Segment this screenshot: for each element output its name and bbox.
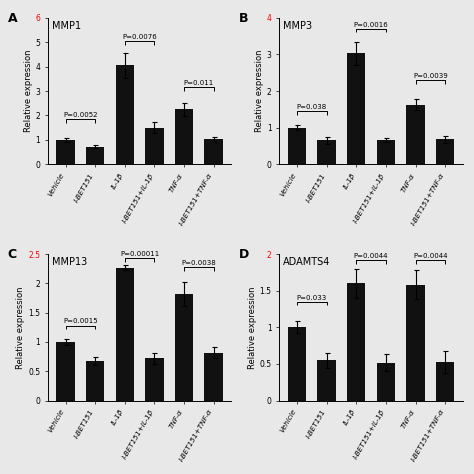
Text: D: D: [239, 248, 249, 261]
Bar: [204, 353, 223, 401]
Text: MMP1: MMP1: [52, 21, 81, 31]
Text: P=0.0044: P=0.0044: [413, 253, 447, 259]
Bar: [288, 328, 306, 401]
Bar: [406, 105, 425, 164]
Text: P=0.033: P=0.033: [297, 294, 327, 301]
Text: MMP13: MMP13: [52, 257, 87, 267]
Text: P=0.0076: P=0.0076: [122, 34, 157, 40]
Bar: [86, 361, 104, 401]
Text: P=0.038: P=0.038: [297, 104, 327, 110]
Text: P=0.0015: P=0.0015: [63, 319, 98, 324]
Bar: [436, 362, 454, 401]
Bar: [56, 342, 75, 401]
Bar: [145, 358, 164, 401]
Text: P=0.00011: P=0.00011: [120, 251, 159, 257]
Text: C: C: [8, 248, 17, 261]
Bar: [116, 65, 134, 164]
Bar: [288, 128, 306, 164]
Bar: [145, 128, 164, 164]
Bar: [318, 360, 336, 401]
Bar: [175, 109, 193, 164]
Y-axis label: Relative expression: Relative expression: [255, 50, 264, 132]
Bar: [204, 139, 223, 164]
Text: ADAMTS4: ADAMTS4: [283, 257, 330, 267]
Text: A: A: [8, 12, 17, 25]
Text: P=0.0052: P=0.0052: [63, 112, 98, 118]
Text: P=0.0044: P=0.0044: [354, 253, 388, 259]
Text: P=0.0039: P=0.0039: [413, 73, 447, 79]
Text: B: B: [239, 12, 248, 25]
Bar: [56, 140, 75, 164]
Bar: [347, 283, 365, 401]
Bar: [86, 147, 104, 164]
Bar: [436, 139, 454, 164]
Y-axis label: Relative expression: Relative expression: [16, 286, 25, 369]
Text: P=0.011: P=0.011: [184, 80, 214, 86]
Y-axis label: Relative expression: Relative expression: [24, 50, 33, 132]
Bar: [347, 53, 365, 164]
Text: P=0.0038: P=0.0038: [182, 260, 216, 266]
Text: P=0.0016: P=0.0016: [354, 21, 389, 27]
Bar: [406, 285, 425, 401]
Y-axis label: Relative expression: Relative expression: [248, 286, 257, 369]
Bar: [175, 294, 193, 401]
Bar: [377, 363, 395, 401]
Text: MMP3: MMP3: [283, 21, 312, 31]
Bar: [318, 140, 336, 164]
Bar: [116, 267, 134, 401]
Bar: [377, 140, 395, 164]
